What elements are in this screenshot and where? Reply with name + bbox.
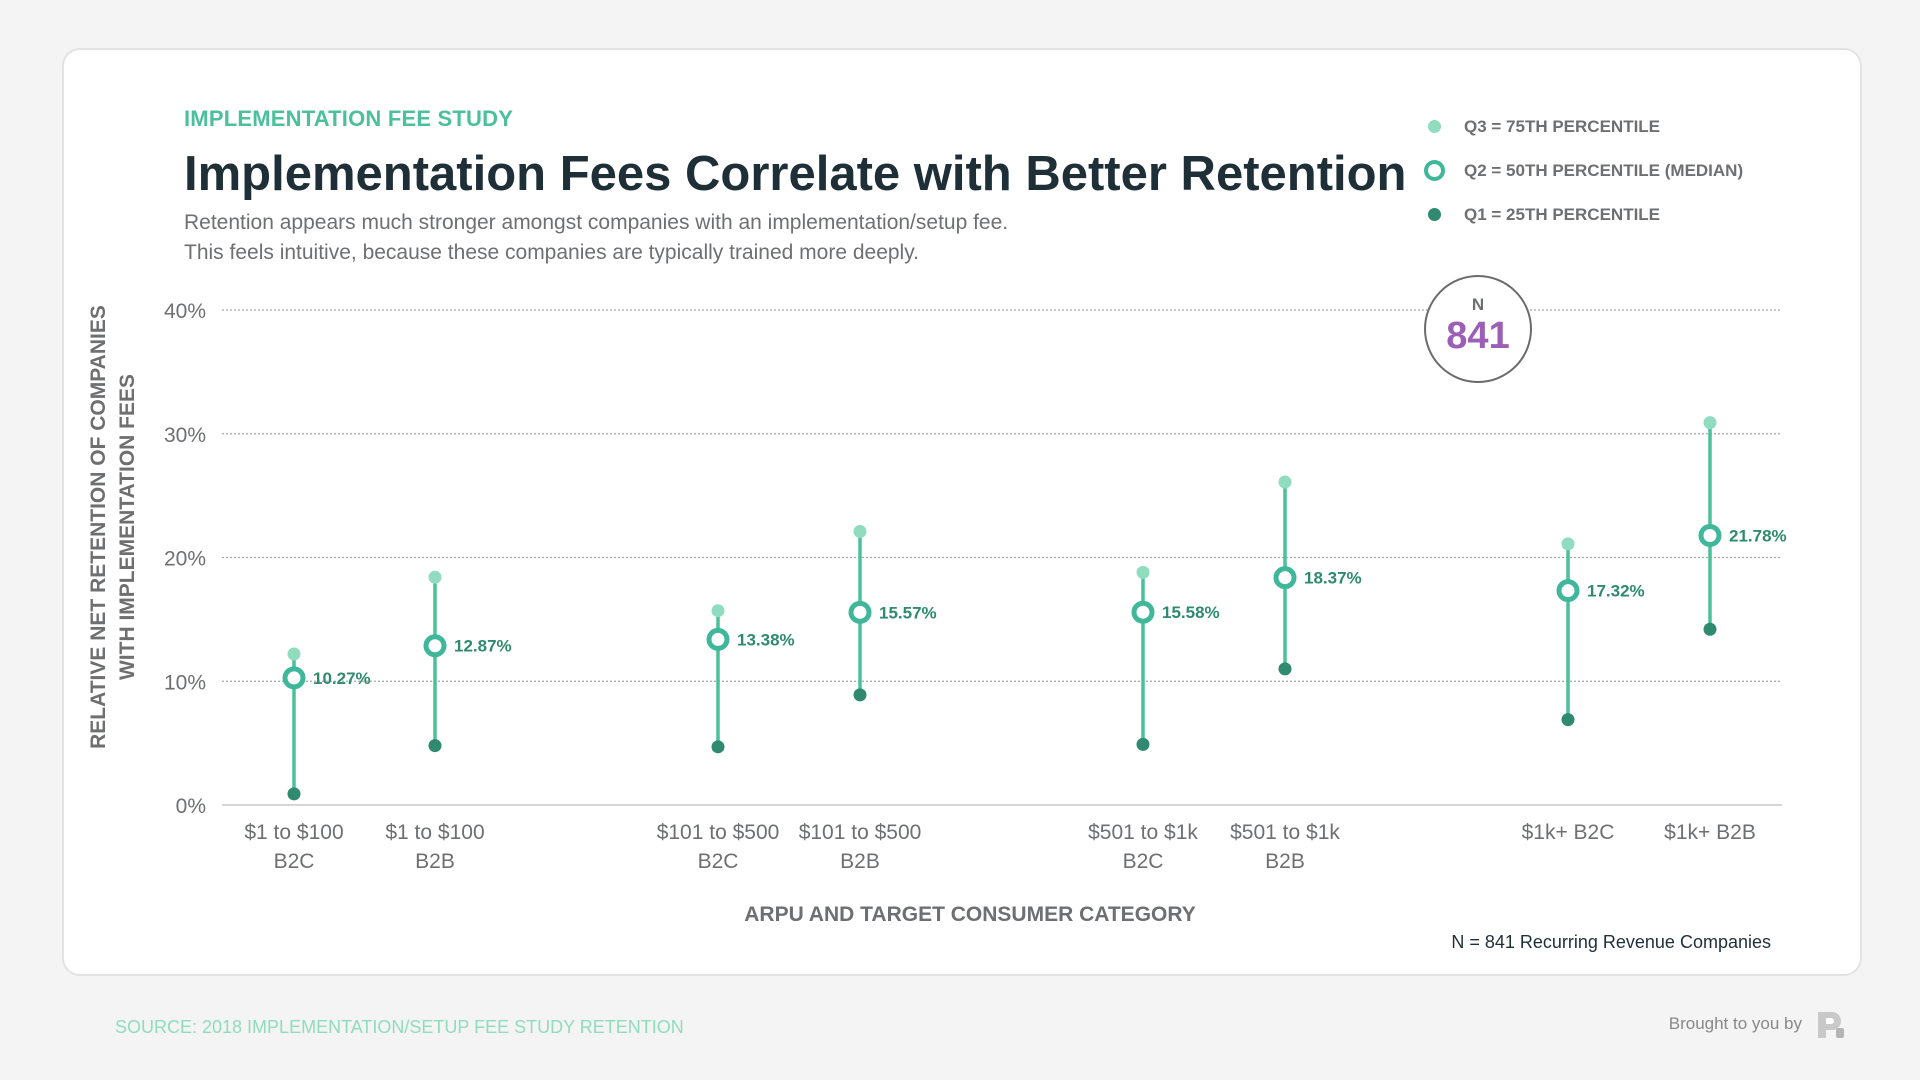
q3-point <box>428 570 442 584</box>
filled-circle-icon <box>1428 208 1441 221</box>
legend-label: Q1 = 25TH PERCENTILE <box>1464 205 1661 224</box>
study-label: IMPLEMENTATION FEE STUDY <box>184 106 514 131</box>
x-tick-label: $1 to $100 <box>244 821 343 844</box>
x-tick-label: $501 to $1k <box>1230 821 1340 844</box>
y-tick-label: 0% <box>176 795 206 818</box>
median-data-label: 18.37% <box>1304 569 1362 588</box>
x-tick-label: $501 to $1k <box>1088 821 1198 844</box>
x-tick-label: B2C <box>698 850 739 873</box>
q3-point <box>711 604 725 618</box>
ring-icon <box>1424 160 1445 181</box>
x-tick-label: $1k+ B2C <box>1522 821 1615 844</box>
x-tick-label: B2B <box>415 850 455 873</box>
median-point <box>706 627 730 651</box>
subtitle-line: Retention appears much stronger amongst … <box>184 211 1009 234</box>
sample-size-value: 841 <box>1446 315 1510 357</box>
sample-size-label: N <box>1471 295 1485 314</box>
subtitle-line: This feels intuitive, because these comp… <box>184 241 919 264</box>
sample-size-caption: N = 841 Recurring Revenue Companies <box>1451 932 1771 952</box>
q3-point <box>1703 416 1717 430</box>
q1-point <box>853 688 867 702</box>
median-point <box>1698 523 1722 547</box>
q1-point <box>1703 622 1717 636</box>
x-tick-label: $101 to $500 <box>799 821 922 844</box>
filled-circle-icon <box>1428 120 1441 133</box>
q1-point <box>1561 713 1575 727</box>
median-point <box>423 634 447 658</box>
sample-size-badge: N 841 <box>1424 275 1532 383</box>
y-axis-label: RELATIVE NET RETENTION OF COMPANIES WITH… <box>84 267 142 787</box>
q3-point <box>1278 475 1292 489</box>
x-tick-label: B2B <box>1265 850 1305 873</box>
x-axis-label: ARPU AND TARGET CONSUMER CATEGORY <box>744 903 1196 926</box>
y-tick-label: 30% <box>164 424 206 447</box>
y-tick-label: 10% <box>164 671 206 694</box>
legend-label: Q2 = 50TH PERCENTILE (MEDIAN) <box>1464 161 1744 180</box>
median-data-label: 10.27% <box>313 669 371 688</box>
q3-point <box>1136 565 1150 579</box>
y-tick-labels: 0% 10% 20% 30% 40% <box>164 300 206 818</box>
median-data-label: 12.87% <box>454 637 512 656</box>
x-tick-label: $1k+ B2B <box>1664 821 1756 844</box>
median-point <box>282 666 306 690</box>
q3-point <box>853 525 867 539</box>
chart-card <box>62 48 1862 976</box>
q3-point <box>287 647 301 661</box>
x-tick-label: B2C <box>1123 850 1164 873</box>
x-tick-label: B2B <box>840 850 880 873</box>
median-point <box>1556 579 1580 603</box>
median-data-label: 21.78% <box>1729 526 1787 545</box>
x-tick-label: $101 to $500 <box>657 821 780 844</box>
y-axis-label-line: WITH IMPLEMENTATION FEES <box>116 373 139 681</box>
q1-point <box>287 787 301 801</box>
median-data-label: 15.57% <box>879 603 937 622</box>
median-data-label: 13.38% <box>737 630 795 649</box>
chart-title: Implementation Fees Correlate with Bette… <box>184 147 1407 201</box>
brought-by-text: Brought to you by <box>1668 1014 1802 1033</box>
q1-point <box>428 739 442 753</box>
y-tick-label: 40% <box>164 300 206 323</box>
profitwell-logo-icon[interactable] <box>1812 1008 1848 1042</box>
y-axis-label-line: RELATIVE NET RETENTION OF COMPANIES <box>87 305 110 749</box>
median-point <box>1131 600 1155 624</box>
x-tick-label: $1 to $100 <box>385 821 484 844</box>
median-data-label: 17.32% <box>1587 582 1645 601</box>
y-tick-label: 20% <box>164 548 206 571</box>
median-point <box>1273 566 1297 590</box>
q3-point <box>1561 537 1575 551</box>
q1-point <box>1136 737 1150 751</box>
x-tick-label: B2C <box>274 850 315 873</box>
x-tick-labels: $1 to $100 B2C $1 to $100 B2B $101 to $500 B2… <box>244 821 1755 873</box>
legend-label: Q3 = 75TH PERCENTILE <box>1464 117 1661 136</box>
chart-subtitle: Retention appears much stronger amongst … <box>184 208 1008 268</box>
grid-layer <box>222 309 1782 806</box>
data-marks: 10.27% 12.87% 13.38% 15.57% 15.58% 18.37% 17.3… <box>282 416 1787 801</box>
median-point <box>848 600 872 624</box>
median-data-label: 15.58% <box>1162 603 1220 622</box>
source-note: SOURCE: 2018 IMPLEMENTATION/SETUP FEE ST… <box>115 1017 684 1037</box>
q1-point <box>1278 662 1292 676</box>
q1-point <box>711 740 725 754</box>
